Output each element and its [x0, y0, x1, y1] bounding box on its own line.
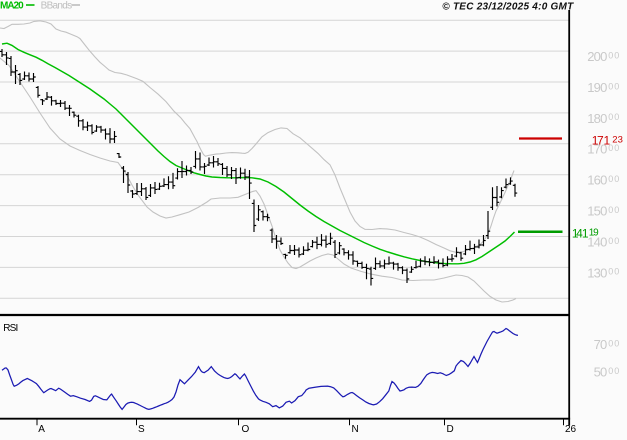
svg-text:1: 1 [604, 134, 611, 148]
svg-text:170: 170 [587, 142, 607, 157]
svg-text:200: 200 [587, 49, 607, 64]
svg-text:© TEC 23/12/2025 4:0 GMT: © TEC 23/12/2025 4:0 GMT [442, 1, 574, 12]
svg-text:00: 00 [608, 267, 620, 277]
svg-text:150: 150 [587, 204, 607, 219]
svg-text:1: 1 [572, 226, 579, 240]
svg-text:50: 50 [594, 365, 607, 380]
svg-text:1: 1 [582, 226, 589, 240]
svg-text:00: 00 [608, 174, 620, 184]
svg-text:180: 180 [587, 111, 607, 126]
svg-text:00: 00 [608, 205, 620, 215]
svg-text:S: S [138, 424, 145, 435]
svg-text:1: 1 [592, 134, 599, 148]
svg-text:00: 00 [608, 50, 620, 60]
svg-text:RSI: RSI [3, 323, 17, 334]
svg-text:00: 00 [608, 143, 620, 153]
svg-text:00: 00 [608, 236, 620, 246]
svg-text:140: 140 [587, 234, 607, 249]
svg-text:26: 26 [565, 424, 577, 435]
svg-text:MA20: MA20 [0, 1, 24, 12]
svg-text:160: 160 [587, 173, 607, 188]
svg-text:N: N [352, 424, 359, 435]
svg-text:130: 130 [587, 265, 607, 280]
svg-text:190: 190 [587, 80, 607, 95]
svg-text:19: 19 [589, 228, 599, 239]
svg-text:7: 7 [597, 134, 604, 148]
svg-text:70: 70 [594, 337, 607, 352]
svg-text:00: 00 [608, 338, 620, 348]
svg-text:23: 23 [612, 134, 623, 145]
svg-text:A: A [38, 424, 45, 435]
svg-text:4: 4 [576, 226, 583, 240]
svg-text:00: 00 [608, 112, 620, 122]
svg-text:00: 00 [608, 81, 620, 91]
svg-text:O: O [242, 424, 250, 435]
svg-text:00: 00 [608, 366, 620, 376]
svg-text:BBands: BBands [41, 1, 73, 12]
svg-text:D: D [447, 424, 454, 435]
